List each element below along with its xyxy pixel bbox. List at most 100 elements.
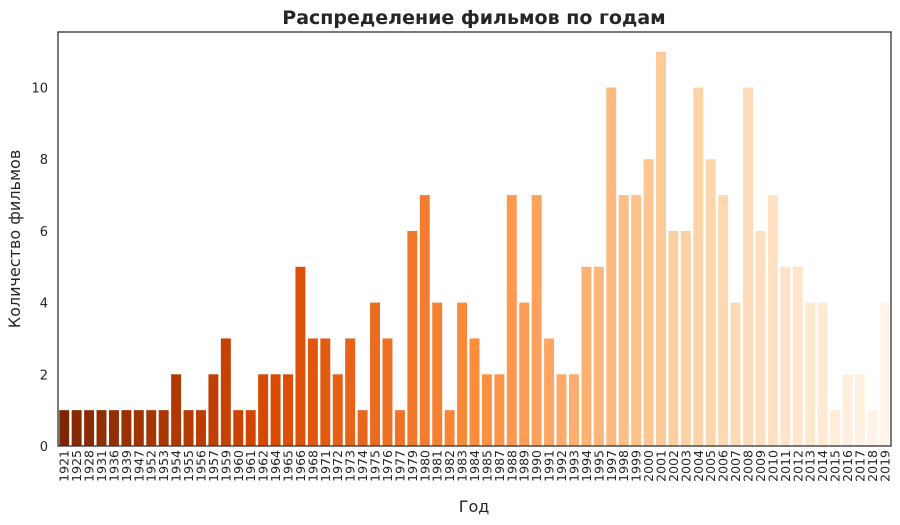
bar-1999: [631, 195, 642, 446]
bar-2015: [830, 410, 841, 446]
bar-1982: [444, 410, 455, 446]
x-tick-label: 1973: [343, 450, 358, 482]
x-tick-label: 2007: [728, 450, 743, 482]
bar-1957: [208, 374, 219, 446]
x-tick-label: 2000: [641, 450, 656, 482]
x-tick-label: 1982: [442, 450, 457, 482]
x-tick-label: 2016: [840, 450, 855, 482]
bar-1992: [556, 374, 567, 446]
x-tick-label: 1974: [355, 450, 370, 482]
x-tick-label: 1955: [181, 450, 196, 482]
x-tick-label: 2018: [865, 450, 880, 482]
x-tick-label: 2014: [815, 450, 830, 482]
bar-1956: [196, 410, 206, 446]
x-tick-label: 1992: [554, 450, 569, 482]
x-tick-label: 1979: [405, 450, 420, 482]
x-tick-label: 2009: [753, 450, 768, 482]
x-tick-label: 2003: [678, 450, 693, 482]
bar-1990: [531, 195, 542, 446]
bar-1993: [568, 374, 579, 446]
bar-2017: [854, 374, 865, 446]
bar-1997: [606, 87, 617, 446]
bar-1966: [295, 266, 306, 446]
y-tick-label: 8: [40, 153, 48, 168]
bar-1987: [494, 374, 505, 446]
x-tick-label: 1998: [616, 450, 631, 482]
x-tick-label: 1989: [517, 450, 532, 482]
bar-1936: [108, 410, 119, 446]
bar-1961: [245, 410, 256, 446]
bar-2003: [680, 230, 691, 446]
x-tick-label: 2017: [852, 450, 867, 482]
bar-1984: [469, 338, 480, 446]
bar-1976: [382, 338, 393, 446]
bar-2005: [705, 159, 716, 446]
bar-1931: [96, 410, 107, 446]
x-tick-label: 1972: [330, 450, 345, 482]
bar-2018: [867, 410, 878, 446]
bar-1994: [581, 266, 592, 446]
bar-1980: [419, 195, 430, 446]
bar-1971: [320, 338, 331, 446]
bar-1981: [432, 302, 443, 446]
bar-2006: [718, 195, 729, 446]
bar-2010: [767, 195, 778, 446]
bar-1979: [407, 230, 418, 446]
x-tick-label: 1997: [604, 450, 619, 482]
bar-1988: [506, 195, 517, 446]
y-tick-label: 2: [40, 368, 48, 383]
x-tick-label: 1952: [144, 450, 159, 482]
bar-1925: [71, 410, 82, 446]
x-tick-label: 1957: [206, 450, 221, 482]
x-tick-label: 1983: [455, 450, 470, 482]
x-tick-label: 1999: [629, 450, 644, 482]
x-tick-label: 1985: [479, 450, 494, 482]
bar-1962: [258, 374, 269, 446]
bar-1968: [307, 338, 318, 446]
x-tick-label: 2001: [653, 450, 668, 482]
x-tick-label: 1980: [417, 450, 432, 482]
x-tick-label: 1995: [591, 450, 606, 482]
bar-1973: [345, 338, 356, 446]
bar-1953: [158, 410, 169, 446]
bar-2013: [805, 302, 816, 446]
x-tick-label: 1947: [131, 450, 146, 482]
bar-1975: [370, 302, 381, 446]
x-tick-label: 2011: [778, 450, 793, 482]
bar-2009: [755, 230, 766, 446]
x-tick-label: 1953: [156, 450, 171, 482]
x-tick-label: 1991: [542, 450, 557, 482]
bar-2011: [780, 266, 791, 446]
bar-1991: [544, 338, 555, 446]
x-tick-label: 1977: [392, 450, 407, 482]
bar-2002: [668, 230, 679, 446]
y-axis-label: Количество фильмов: [5, 150, 24, 329]
bar-2014: [817, 302, 828, 446]
bar-2012: [792, 266, 803, 446]
y-tick-label: 4: [40, 297, 48, 312]
x-tick-label: 1964: [268, 450, 283, 482]
bar-2008: [743, 87, 753, 446]
y-tick-label: 10: [31, 82, 48, 97]
bar-1989: [519, 302, 530, 446]
x-tick-label: 2002: [666, 450, 681, 482]
x-tick-label: 1960: [231, 450, 246, 482]
bar-1960: [233, 410, 244, 446]
bar-1995: [593, 266, 604, 446]
x-tick-label: 1959: [218, 450, 233, 482]
bar-2000: [643, 159, 654, 446]
bar-2004: [693, 87, 704, 446]
bar-1952: [146, 410, 157, 446]
plot-frame: [57, 31, 892, 447]
x-tick-label: 1928: [82, 450, 97, 482]
x-tick-label: 2008: [741, 450, 756, 482]
bar-1977: [394, 410, 405, 446]
x-tick-label: 2013: [803, 450, 818, 482]
bar-1955: [183, 410, 194, 446]
bar-1939: [121, 410, 132, 446]
bar-1965: [283, 374, 293, 446]
x-tick-label: 1994: [579, 450, 594, 482]
x-tick-label: 1936: [106, 450, 121, 482]
x-tick-label: 1954: [169, 450, 184, 482]
x-tick-label: 2019: [877, 450, 892, 482]
